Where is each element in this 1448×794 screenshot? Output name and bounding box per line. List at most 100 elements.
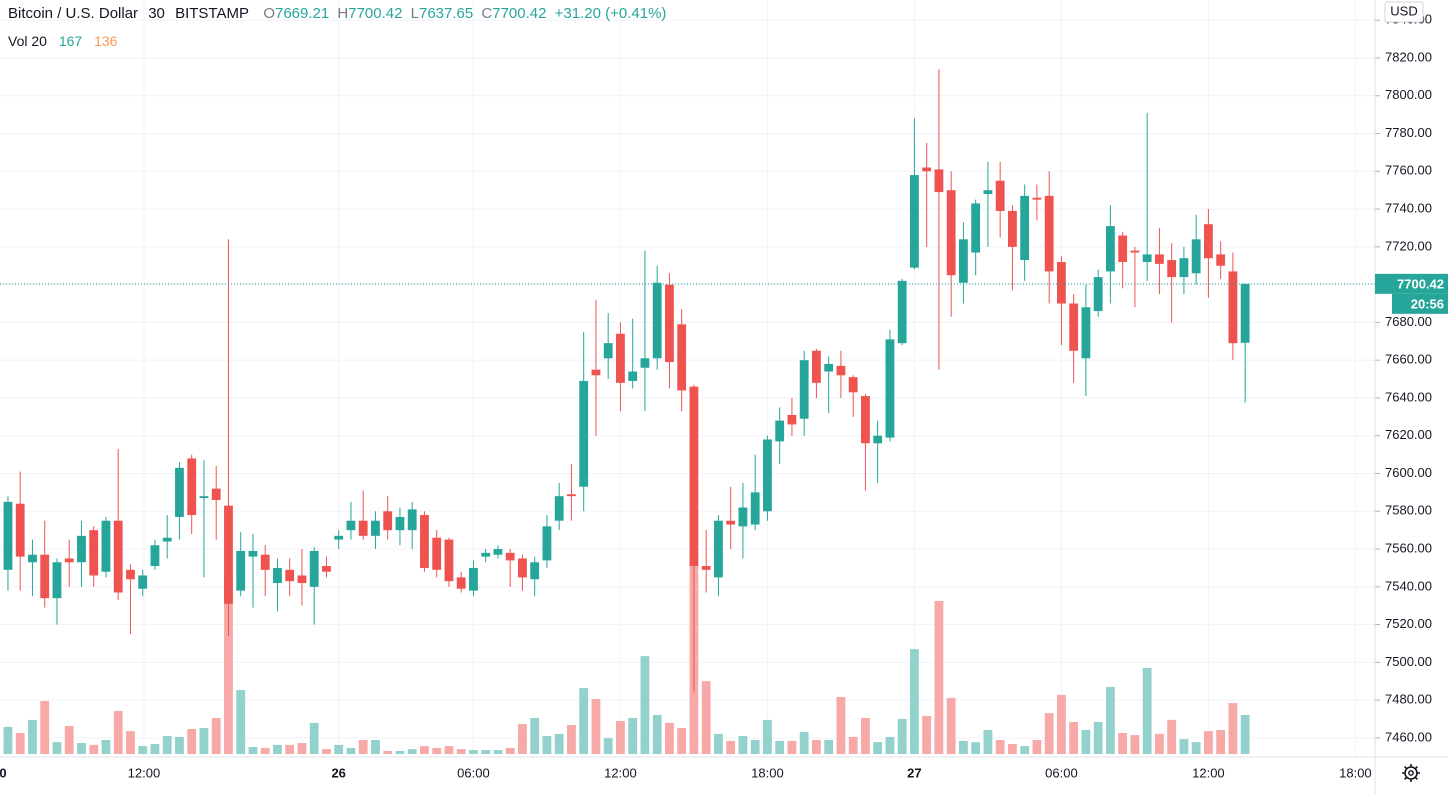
candle-body — [432, 537, 442, 570]
candle-body — [714, 520, 723, 578]
volume-bar — [89, 744, 99, 754]
volume-bar — [959, 740, 968, 754]
settings-icon[interactable] — [1402, 764, 1420, 782]
candle-body — [420, 515, 429, 568]
candle-body — [89, 530, 99, 576]
volume-bar — [1130, 735, 1140, 754]
y-tick-label: 7780.00 — [1385, 125, 1432, 140]
candle-body — [1008, 210, 1017, 247]
y-tick-label: 7680.00 — [1385, 314, 1432, 329]
volume-bar — [358, 739, 368, 754]
candle-body — [946, 190, 956, 276]
close-label: C — [481, 5, 493, 22]
candle-body — [1069, 303, 1079, 351]
price-label-box — [1375, 273, 1448, 294]
candle-body — [897, 280, 907, 344]
candle-body — [738, 507, 748, 527]
volume-bar — [1155, 733, 1164, 754]
x-tick-label: 26 — [331, 765, 345, 780]
volume-bar — [383, 750, 393, 754]
volume-bar — [309, 722, 319, 754]
volume-bar — [1069, 721, 1079, 754]
volume-bar — [763, 719, 772, 754]
candle-body — [273, 567, 282, 584]
candle-body — [224, 505, 233, 604]
volume-bar — [1142, 668, 1152, 754]
volume-bar — [591, 699, 601, 754]
y-tick-label: 7800.00 — [1385, 87, 1432, 102]
candle-body — [1020, 195, 1030, 261]
y-tick-label: 7560.00 — [1385, 540, 1432, 555]
y-tick-label: 7500.00 — [1385, 654, 1432, 669]
volume-bar — [922, 715, 932, 754]
candle-body — [885, 339, 895, 438]
volume-bar — [787, 740, 797, 754]
candle-body — [444, 539, 454, 582]
volume-bar — [1032, 739, 1042, 754]
volume-bar — [910, 649, 919, 754]
candle-body — [236, 550, 246, 591]
volume-bar — [101, 739, 111, 754]
volume-bar — [456, 749, 466, 754]
volume-bar — [1179, 739, 1189, 754]
x-tick-label: 12:00 — [128, 765, 161, 780]
candle-body — [101, 520, 111, 572]
y-tick-label: 7600.00 — [1385, 465, 1432, 480]
x-tick-label: 00 — [0, 765, 7, 780]
candle-body — [211, 488, 221, 500]
exchange: BITSTAMP — [175, 5, 249, 22]
volume-bar — [64, 725, 74, 754]
candle-body — [150, 545, 160, 567]
volume-bar — [52, 742, 62, 754]
volume-bar — [848, 736, 858, 754]
interval: 30 — [148, 5, 165, 22]
candle-body — [665, 284, 674, 363]
candle-body — [1240, 283, 1250, 343]
volume-bar — [248, 746, 258, 754]
volume-bar — [138, 746, 148, 754]
candle-body — [162, 537, 172, 542]
volume-bar — [1118, 732, 1128, 754]
volume-bar — [3, 726, 13, 754]
candle-body — [126, 569, 135, 580]
candle-body — [971, 203, 981, 253]
candle-body — [1191, 239, 1201, 274]
volume-bar — [346, 747, 356, 754]
volume-bar — [812, 739, 821, 754]
candle-body — [187, 458, 197, 516]
volume-bar — [1081, 729, 1091, 754]
candle-body — [603, 343, 613, 359]
candle-body — [530, 562, 540, 580]
volume-bar — [603, 738, 613, 754]
volume-bar — [1093, 721, 1103, 754]
candle-body — [848, 377, 858, 393]
candle-body — [395, 516, 405, 531]
volume-bar — [971, 742, 981, 754]
volume-bar — [554, 733, 564, 754]
candle-body — [726, 520, 736, 525]
volume-bar — [652, 714, 662, 754]
y-tick-label: 7760.00 — [1385, 163, 1432, 178]
volume-bar — [28, 719, 37, 754]
high-label: H — [337, 5, 349, 22]
candle-body — [1167, 260, 1177, 278]
change: +31.20 (+0.41%) — [554, 5, 667, 22]
volume-bar — [628, 718, 638, 754]
candle-body — [1155, 254, 1164, 264]
candle-body — [787, 414, 797, 425]
volume-bar — [1106, 686, 1115, 754]
volume-bar — [126, 731, 135, 754]
low-value: 7637.65 — [419, 5, 474, 22]
candle-body — [934, 169, 944, 193]
volume-bar — [420, 746, 429, 754]
volume-bar — [505, 747, 515, 754]
low-label: L — [410, 5, 419, 22]
candle-body — [481, 552, 491, 557]
candle-body — [260, 554, 270, 570]
volume-bar — [738, 736, 748, 754]
candle-body — [1142, 254, 1152, 262]
x-tick-label: 06:00 — [457, 765, 490, 780]
candle-body — [579, 380, 589, 487]
